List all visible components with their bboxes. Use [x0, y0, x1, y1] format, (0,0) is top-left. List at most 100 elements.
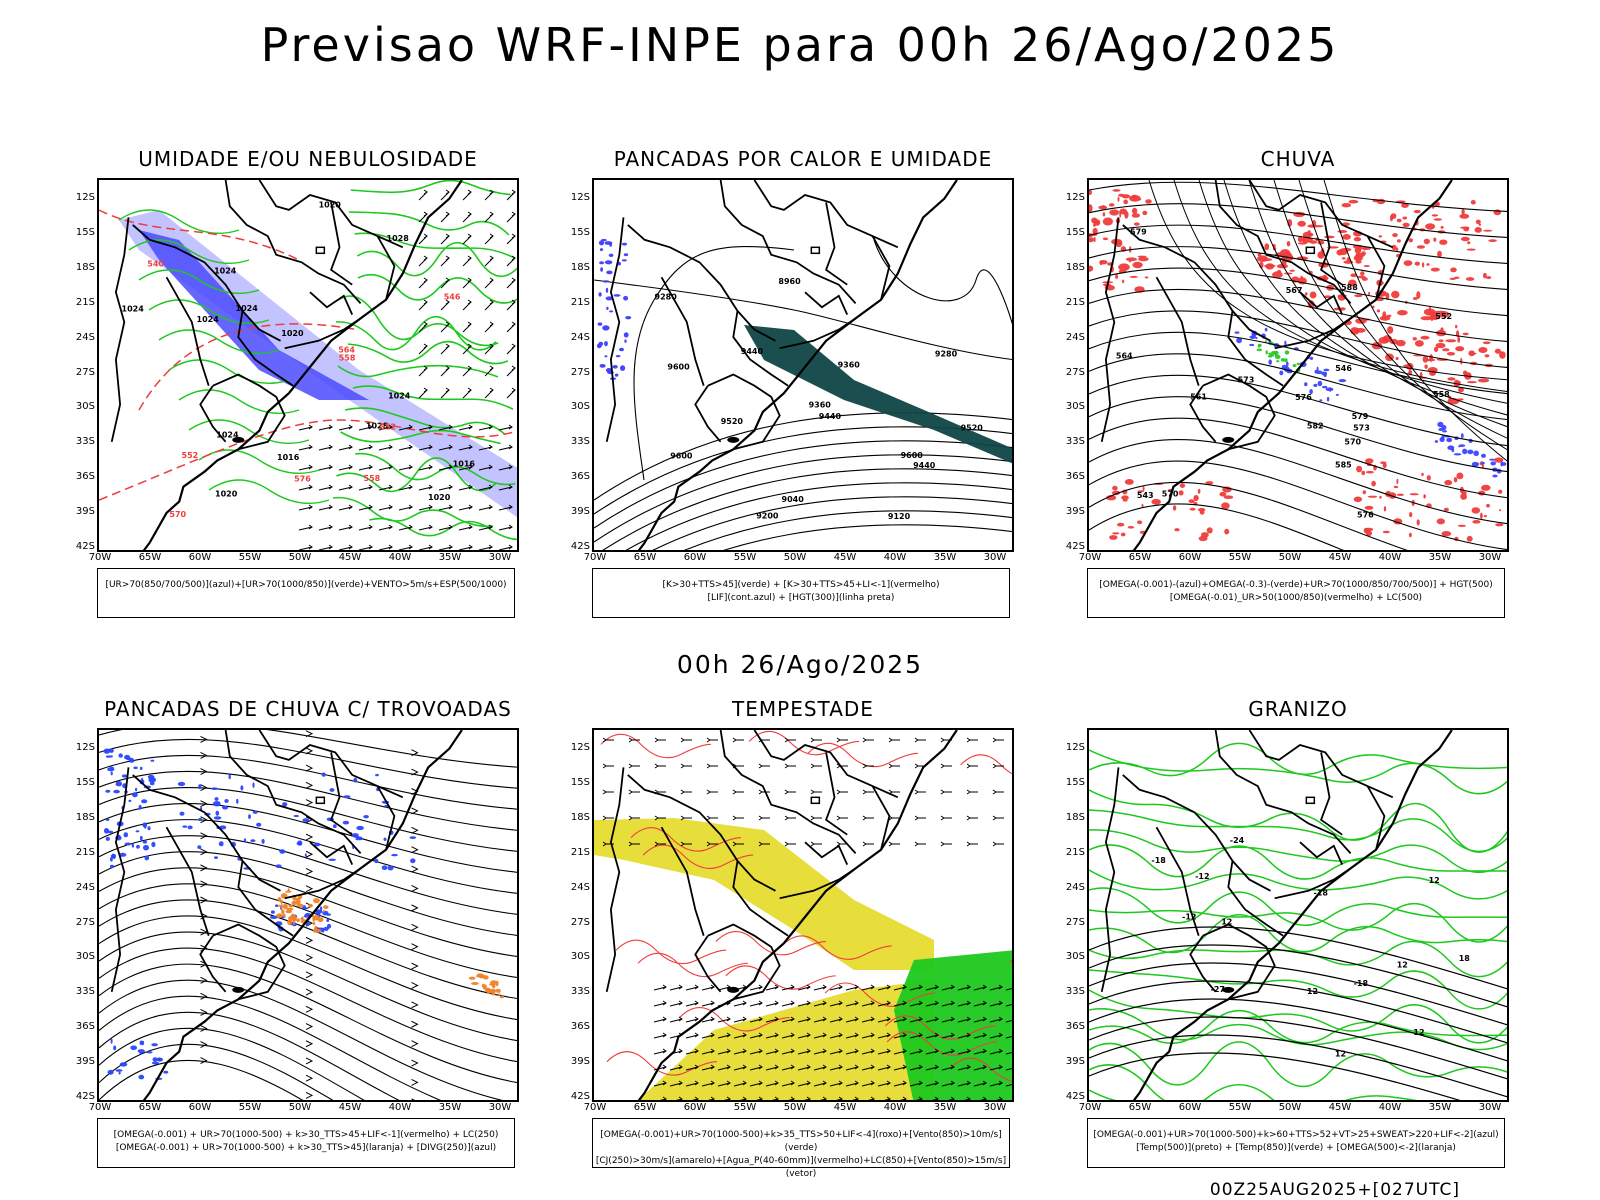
lat-tick-label: 15S [75, 226, 95, 238]
contour-label: 1024 [214, 266, 237, 275]
contour-label: 576 [1295, 393, 1312, 402]
contour-label: 588 [1341, 283, 1358, 292]
contour-label: 9040 [782, 495, 805, 504]
lat-tick-label: 33S [570, 986, 590, 998]
lat-tick-label: 27S [75, 916, 95, 928]
contour-label: 9600 [667, 362, 690, 371]
lon-tick-label: 30W [983, 1102, 1007, 1113]
contour-label: 9280 [935, 350, 958, 359]
lat-tick-label: 18S [570, 811, 590, 823]
lon-tick-label: 70W [583, 552, 607, 563]
map-plot: 1016 1020 1024 1028 1024 1020 1016 1024 1020 1024… [99, 180, 517, 550]
contour-label: 9200 [756, 511, 779, 520]
panel-title: GRANIZO [1248, 697, 1348, 721]
lat-tick-label: 36S [1065, 471, 1085, 483]
lon-tick-label: 55W [238, 1102, 262, 1113]
lon-tick-label: 60W [188, 1102, 212, 1113]
contour-label: 564 [1116, 351, 1133, 360]
legend-box: [K>30+TTS>45](verde) + [K>30+TTS>45+LI<-… [592, 568, 1010, 618]
lat-tick-label: 27S [1065, 366, 1085, 378]
contour-label: 552 [379, 422, 396, 431]
lat-tick-label: 42S [1065, 1091, 1085, 1102]
contour-label: 1020 [281, 329, 304, 338]
lat-tick-label: 39S [75, 1056, 95, 1068]
contour-label: 9360 [809, 401, 832, 410]
lat-tick-label: 12S [75, 742, 95, 753]
legend-box: [OMEGA(-0.001)-(azul)+OMEGA(-0.3)-(verde… [1087, 568, 1505, 618]
lat-tick-label: 30S [570, 401, 590, 413]
contour-label: 12 [1397, 960, 1408, 969]
lon-tick-label: 50W [1278, 1102, 1302, 1113]
lat-tick-label: 36S [1065, 1021, 1085, 1033]
contour-label: 9360 [838, 361, 861, 370]
lat-tick-label: 39S [570, 1056, 590, 1068]
lon-tick-label: 40W [388, 552, 412, 563]
contour-label: -12 [1182, 913, 1196, 922]
lon-tick-label: 60W [683, 552, 707, 563]
lat-tick-label: 15S [570, 226, 590, 238]
contour-label: 576 [294, 475, 311, 484]
contour-label: 1028 [366, 422, 389, 431]
lon-tick-label: 45W [833, 1102, 857, 1113]
legend-text: [OMEGA(-0.001)+UR>70(1000-500)+k>60+TTS>… [1093, 1130, 1499, 1140]
lon-tick-label: 65W [138, 1102, 162, 1113]
lat-tick-label: 18S [75, 261, 95, 273]
contour-label: 585 [1335, 461, 1352, 470]
contour-label: -18 [1151, 856, 1166, 865]
lat-tick-label: 42S [570, 1091, 590, 1102]
run-footer: 00Z25AUG2025+[027UTC] [1209, 1180, 1460, 1200]
contour-label: 1024 [388, 392, 411, 401]
lon-tick-label: 60W [1178, 552, 1202, 563]
map-plot [594, 730, 1012, 1100]
lon-tick-label: 40W [1378, 552, 1402, 563]
lon-tick-label: 50W [1278, 552, 1302, 563]
lon-tick-label: 40W [388, 1102, 412, 1113]
contour-label: 558 [339, 354, 356, 363]
lon-tick-label: 35W [438, 552, 462, 563]
contour-label: 9440 [819, 412, 842, 421]
contour-label: 1024 [216, 431, 239, 440]
contour-label: -18 [1354, 979, 1369, 988]
lon-tick-label: 45W [338, 552, 362, 563]
lat-tick-label: 15S [75, 776, 95, 788]
legend-box: [OMEGA(-0.001) + UR>70(1000-500) + k>30_… [97, 1118, 515, 1168]
contour-label: 1016 [277, 453, 300, 462]
contour-label: -24 [1230, 836, 1245, 845]
lat-tick-label: 12S [570, 742, 590, 753]
lat-tick-label: 30S [1065, 951, 1085, 963]
map-panel [592, 728, 1014, 1102]
lon-tick-label: 50W [783, 1102, 807, 1113]
contour-label: 543 [1137, 491, 1154, 500]
legend-text: [OMEGA(-0.001) + UR>70(1000-500) + k>30_… [115, 1143, 497, 1153]
contour-label: 18 [1459, 954, 1471, 963]
contour-label: 9600 [901, 451, 924, 460]
contour-label: 9520 [721, 417, 744, 426]
lon-tick-label: 45W [1328, 1102, 1352, 1113]
contour-label: 1020 [428, 493, 451, 502]
lon-tick-label: 70W [1078, 552, 1102, 563]
lon-tick-label: 65W [633, 1102, 657, 1113]
page-title: Previsao WRF-INPE para 00h 26/Ago/2025 [260, 18, 1340, 72]
lat-tick-label: 21S [1065, 846, 1085, 858]
contour-label: 552 [1435, 312, 1452, 321]
lat-tick-label: 39S [1065, 1056, 1085, 1068]
map-plot [99, 730, 517, 1100]
legend-box: [OMEGA(-0.001)+UR>70(1000-500)+k>60+TTS>… [1087, 1118, 1505, 1168]
lon-tick-label: 60W [1178, 1102, 1202, 1113]
lon-tick-label: 55W [733, 1102, 757, 1113]
legend-box: [OMEGA(-0.001)+UR>70(1000-500)+k>35_TTS>… [592, 1118, 1010, 1179]
lat-tick-label: 30S [75, 951, 95, 963]
lat-tick-label: 18S [570, 261, 590, 273]
contour-label: 9440 [741, 347, 764, 356]
lat-tick-label: 24S [1065, 881, 1085, 893]
lat-tick-label: 18S [1065, 261, 1085, 273]
contour-label: 573 [1353, 424, 1370, 433]
lon-tick-label: 60W [683, 1102, 707, 1113]
row-time: 00h 26/Ago/2025 [676, 650, 924, 679]
map-plot: 9600952096009520944094409600944093609360… [594, 180, 1012, 550]
contour-label: -18 [1314, 888, 1329, 897]
lat-tick-label: 39S [1065, 506, 1085, 518]
lat-tick-label: 24S [75, 331, 95, 343]
legend-text: [Temp(500)](preto) + [Temp(850)](verde) … [1136, 1143, 1456, 1153]
lat-tick-label: 21S [75, 296, 95, 308]
